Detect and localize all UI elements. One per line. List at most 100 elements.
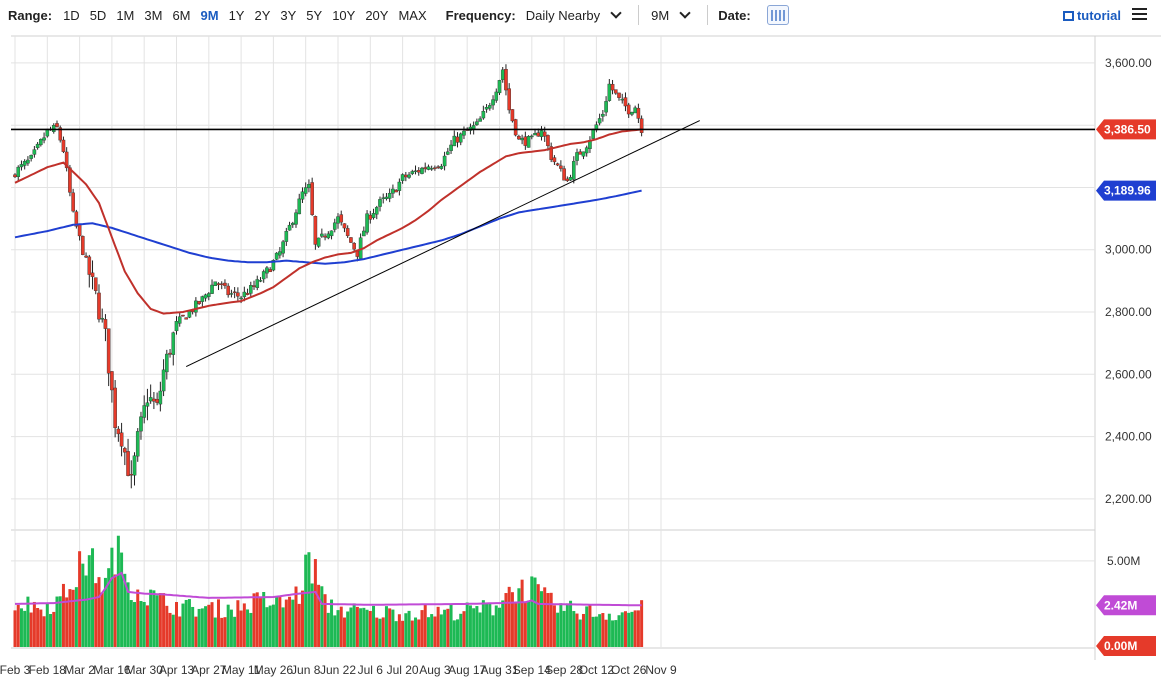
volume-bar (514, 603, 518, 647)
range-button-9m[interactable]: 9M (200, 7, 219, 23)
candle-body (268, 269, 272, 273)
volume-bar (391, 609, 395, 647)
volume-bar (417, 619, 421, 647)
price-level-tag: 3,386.50 (1096, 119, 1156, 140)
candle-body (129, 473, 134, 476)
candle-body (106, 328, 111, 374)
x-tick-label: Mar 30 (126, 663, 164, 677)
volume-bar (501, 600, 505, 647)
volume-bar (384, 606, 388, 647)
volume-bar (556, 612, 560, 647)
candle-body (455, 136, 460, 143)
volume-bar (339, 606, 343, 647)
volume-bar (527, 600, 531, 647)
candle-body (200, 296, 205, 302)
volume-bar (158, 593, 162, 647)
candle-body (113, 387, 117, 429)
candle-body (539, 130, 544, 137)
candles (13, 64, 644, 489)
candle-body (213, 281, 218, 287)
candle-body (16, 166, 21, 177)
volume-bar (436, 606, 440, 647)
candle-body (294, 212, 298, 225)
range-button-1m[interactable]: 1M (116, 7, 135, 23)
candle-body (100, 317, 105, 320)
range-button-2y[interactable]: 2Y (254, 7, 271, 23)
candle-body (290, 222, 295, 225)
range-button-3m[interactable]: 3M (144, 7, 163, 23)
volume-bar (578, 619, 582, 647)
volume-bar (229, 609, 233, 647)
volume-bar (233, 616, 237, 647)
range-button-3y[interactable]: 3Y (280, 7, 297, 23)
volume-bar (16, 604, 20, 647)
volume-bar (58, 596, 62, 647)
candle-body (420, 167, 424, 174)
range-button-1d[interactable]: 1D (63, 7, 80, 23)
volume-bar (126, 582, 130, 647)
range-button-max[interactable]: MAX (398, 7, 427, 23)
volume-bar (268, 605, 272, 647)
candle-body (307, 184, 311, 189)
volume-bar (562, 610, 566, 647)
volume-bar (491, 615, 495, 647)
candle-body (281, 241, 285, 254)
candle-body (374, 207, 379, 215)
volume-bar (459, 613, 463, 647)
volume-bar (585, 606, 589, 647)
volume-bar (633, 610, 637, 647)
candle-body (526, 136, 531, 148)
candle-body (407, 174, 411, 178)
candle-body (145, 402, 150, 407)
candle-body (568, 177, 573, 181)
candle-body (478, 118, 482, 122)
candle-body (110, 371, 114, 391)
period-dropdown[interactable]: 9M (651, 7, 699, 23)
candle-body (620, 98, 625, 101)
candle-body (252, 285, 256, 287)
hamburger-menu-icon[interactable] (1132, 8, 1147, 20)
volume-zero-tag-text: 0.00M (1104, 639, 1137, 653)
volume-bar (113, 574, 117, 647)
candle-body (258, 280, 263, 282)
volume-bar (226, 604, 230, 647)
candle-body (116, 428, 121, 435)
range-button-1y[interactable]: 1Y (228, 7, 245, 23)
volume-bar (136, 589, 140, 647)
candle-body (391, 188, 395, 194)
volume-bar (397, 614, 401, 647)
volume-bar (456, 619, 460, 647)
volume-bar (313, 559, 317, 647)
candle-body (271, 260, 276, 271)
candle-body (313, 216, 318, 245)
candle-body (520, 137, 524, 141)
range-button-5d[interactable]: 5D (89, 7, 107, 23)
volume-bar (249, 612, 253, 647)
volume-bar (246, 609, 250, 647)
range-button-5y[interactable]: 5Y (306, 7, 323, 23)
range-button-6m[interactable]: 6M (172, 7, 191, 23)
volume-bar (472, 608, 476, 647)
volume-bar (346, 611, 350, 647)
candle-body (342, 223, 347, 229)
volume-bar (120, 552, 124, 647)
candle-body (58, 127, 63, 141)
x-tick-label: Mar 2 (64, 663, 95, 677)
volume-bar (310, 583, 314, 647)
candle-body (284, 230, 289, 242)
volume-bar (252, 593, 256, 647)
candle-body (500, 69, 505, 80)
tutorial-link[interactable]: tutorial (1062, 8, 1121, 23)
volume-bar (494, 605, 498, 647)
volume-bar (207, 604, 211, 647)
candle-body (261, 271, 266, 280)
candle-body (597, 118, 602, 124)
volume-bar (326, 612, 330, 647)
candle-body (119, 432, 124, 447)
volume-bar (433, 616, 437, 647)
range-button-20y[interactable]: 20Y (365, 7, 389, 23)
candle-body (161, 369, 166, 392)
calendar-icon[interactable] (766, 5, 789, 25)
range-button-10y[interactable]: 10Y (332, 7, 356, 23)
frequency-dropdown[interactable]: Daily Nearby (526, 7, 630, 23)
